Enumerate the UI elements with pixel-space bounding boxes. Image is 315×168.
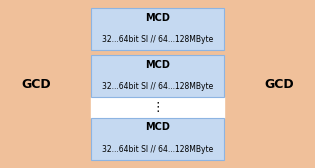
Bar [91,55,224,97]
Text: 32...64bit SI // 64...128MByte: 32...64bit SI // 64...128MByte [102,35,213,44]
Text: ⋮: ⋮ [151,101,164,114]
Text: GCD: GCD [21,77,51,91]
Text: 32...64bit SI // 64...128MByte: 32...64bit SI // 64...128MByte [102,145,213,154]
Bar [91,118,224,160]
Bar [91,8,224,50]
Text: 32...64bit SI // 64...128MByte: 32...64bit SI // 64...128MByte [102,82,213,91]
Text: GCD: GCD [264,77,294,91]
Text: MCD: MCD [145,60,170,70]
Text: MCD: MCD [145,122,170,132]
Text: MCD: MCD [145,13,170,23]
Bar [91,97,224,118]
